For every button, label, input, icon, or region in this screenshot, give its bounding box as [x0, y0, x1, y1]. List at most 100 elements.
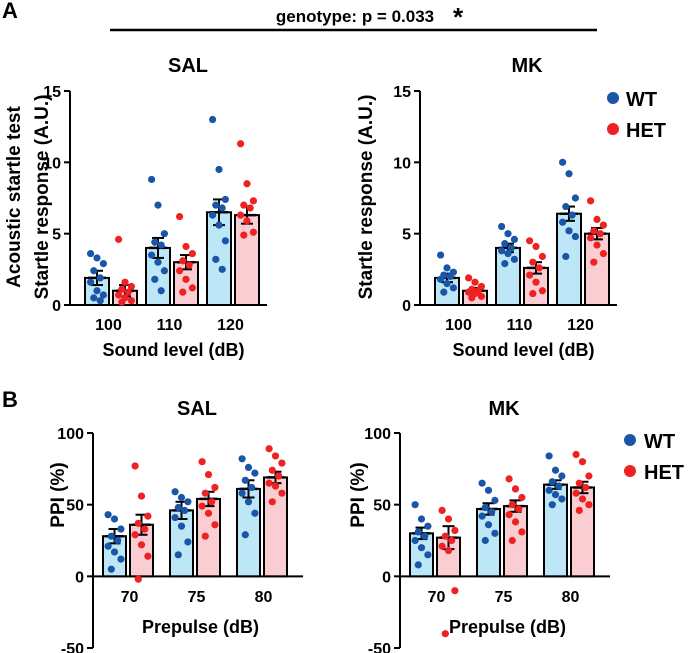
y-tick-label: -50: [61, 641, 84, 653]
data-point-wt: [504, 250, 512, 258]
data-point-wt: [565, 227, 573, 235]
panel-label-b: B: [2, 387, 18, 412]
data-point-het: [508, 501, 516, 509]
data-point-het: [127, 282, 135, 291]
data-point-het: [198, 458, 206, 466]
data-point-wt: [151, 238, 159, 246]
data-point-het: [441, 630, 449, 638]
legend-wt-label: WT: [644, 431, 675, 453]
data-point-het: [237, 140, 245, 148]
data-point-wt: [212, 201, 220, 209]
data-point-het: [578, 495, 587, 503]
data-point-wt: [93, 254, 101, 262]
data-point-het: [532, 278, 540, 286]
data-point-wt: [555, 482, 563, 490]
data-point-het: [268, 466, 276, 474]
data-point-wt: [507, 244, 515, 252]
data-point-wt: [171, 513, 179, 522]
data-point-wt: [160, 230, 168, 238]
data-point-het: [438, 506, 446, 514]
data-point-wt: [90, 267, 98, 275]
data-point-wt: [251, 469, 259, 477]
data-point-het: [278, 489, 286, 497]
y-tick-label: 10: [393, 155, 411, 172]
data-point-wt: [238, 489, 246, 497]
genotype-annotation: genotype: p = 0.033: [276, 7, 434, 26]
legend-het-label: HET: [644, 462, 684, 484]
data-point-wt: [558, 472, 566, 480]
data-point-wt: [424, 522, 432, 530]
data-point-wt: [218, 265, 226, 273]
data-point-wt: [481, 536, 489, 545]
data-point-wt: [488, 508, 496, 516]
data-point-wt: [491, 496, 499, 504]
data-point-wt: [177, 522, 186, 530]
x-tick-label: 75: [495, 589, 513, 606]
data-point-het: [131, 462, 139, 470]
data-point-het: [465, 288, 473, 296]
data-point-wt: [107, 532, 115, 540]
data-point-het: [240, 201, 248, 209]
data-point-wt: [90, 294, 98, 302]
data-point-wt: [96, 274, 104, 282]
data-point-wt: [96, 297, 104, 305]
x-tick-label: 110: [507, 317, 533, 334]
y-tick-label: 0: [75, 569, 84, 586]
data-point-het: [585, 472, 593, 480]
data-point-het: [124, 288, 132, 296]
data-point-het: [518, 528, 526, 536]
data-point-wt: [238, 455, 246, 463]
data-point-wt: [437, 275, 445, 283]
data-point-wt: [558, 495, 566, 503]
data-point-wt: [501, 240, 509, 248]
data-point-wt: [104, 542, 112, 550]
data-point-wt: [174, 551, 182, 559]
chart-title: SAL: [168, 55, 208, 77]
data-point-het: [198, 502, 206, 510]
data-point-wt: [545, 452, 553, 460]
data-point-het: [121, 278, 129, 286]
data-point-wt: [157, 287, 165, 295]
data-point-wt: [107, 565, 115, 573]
y-tick-label: 100: [57, 426, 84, 443]
data-point-het: [115, 291, 123, 299]
x-axis-label: Sound level (dB): [452, 340, 594, 360]
data-point-het: [118, 298, 126, 306]
data-point-het: [141, 525, 149, 533]
data-point-wt: [157, 241, 165, 249]
data-point-het: [268, 498, 276, 506]
data-point-het: [471, 278, 479, 286]
data-point-het: [587, 234, 595, 242]
data-point-het: [465, 274, 473, 282]
data-point-het: [575, 479, 583, 487]
data-point-het: [115, 235, 123, 243]
data-point-wt: [104, 511, 112, 519]
data-point-wt: [209, 115, 217, 124]
data-point-wt: [184, 538, 192, 546]
data-point-wt: [151, 275, 159, 283]
data-point-wt: [241, 531, 249, 539]
legend-b: WT HET: [624, 431, 684, 484]
y-axis-label: PPI (%): [348, 462, 369, 527]
data-point-het: [593, 215, 601, 223]
data-point-wt: [148, 251, 156, 259]
data-point-het: [144, 552, 152, 560]
data-point-het: [444, 546, 453, 555]
data-point-het: [144, 512, 152, 520]
data-point-wt: [251, 509, 259, 517]
data-point-wt: [244, 498, 253, 506]
data-point-wt: [443, 280, 451, 288]
data-point-wt: [110, 515, 119, 523]
data-point-het: [127, 297, 135, 305]
data-point-wt: [498, 247, 506, 255]
data-point-wt: [548, 478, 556, 486]
data-point-het: [271, 482, 280, 490]
data-point-wt: [478, 479, 486, 487]
y-axis-label: Acoustic startle test: [4, 106, 25, 288]
data-point-het: [468, 294, 476, 302]
data-point-het: [249, 228, 257, 236]
data-point-het: [176, 212, 184, 221]
data-point-wt: [248, 483, 256, 492]
data-point-het: [538, 252, 547, 261]
